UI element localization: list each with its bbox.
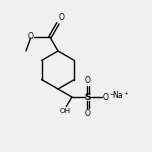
Text: OH: OH xyxy=(60,107,71,114)
Text: S: S xyxy=(85,93,91,102)
Text: O: O xyxy=(85,76,91,85)
Text: O: O xyxy=(59,13,64,22)
Text: O$^-$: O$^-$ xyxy=(102,90,116,102)
Text: Na$^+$: Na$^+$ xyxy=(112,89,129,101)
Text: O: O xyxy=(28,32,33,41)
Text: O: O xyxy=(85,109,91,118)
